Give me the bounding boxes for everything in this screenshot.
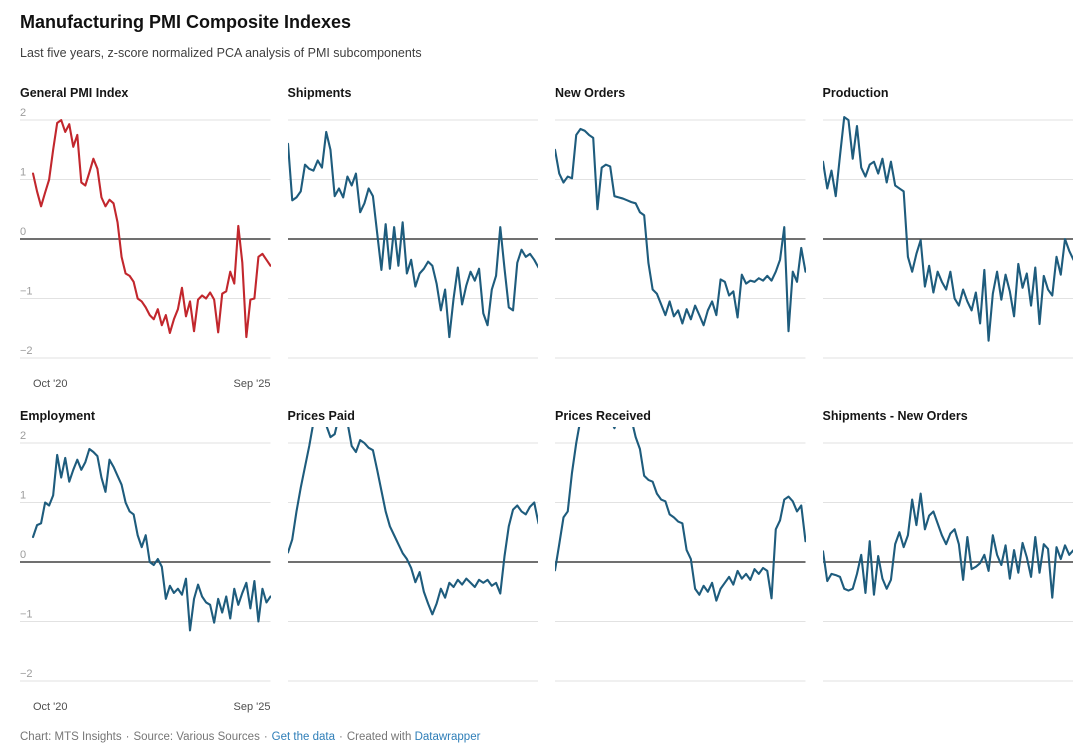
- panel-title-new-orders: New Orders: [555, 85, 626, 100]
- panel-production: Production: [822, 85, 1074, 394]
- footer-created-with: Created with: [346, 730, 412, 743]
- x-axis-new-orders: [555, 374, 806, 394]
- y-axis-tick-label: 1: [20, 166, 26, 178]
- line-chart-prices-paid: [287, 426, 538, 682]
- line-chart-new-orders: [555, 119, 806, 359]
- y-axis-tick-label: −2: [20, 668, 33, 680]
- x-axis-employment: Oct '20 Sep '25: [20, 697, 271, 717]
- series-line-prices-paid: [287, 426, 538, 616]
- footer-separator: ·: [338, 730, 343, 743]
- line-chart-shipments-new-orders: [822, 442, 1073, 682]
- panel-employment: Employment 2 1 0 −1 −2 Oct '20 Sep '25: [20, 409, 271, 717]
- footer-separator: ·: [263, 730, 268, 743]
- series-line-shipments: [287, 130, 538, 339]
- panel-shipments: Shipments: [287, 85, 539, 394]
- footer: Chart: MTS Insights · Source: Various Sour…: [20, 731, 1073, 743]
- x-axis-prices-paid: [288, 697, 539, 717]
- x-axis-production: [823, 374, 1074, 394]
- line-chart-prices-received: [555, 426, 806, 682]
- x-axis-end-label: Sep '25: [233, 377, 271, 390]
- panel-title-prices-paid: Prices Paid: [287, 408, 355, 423]
- series-line-prices-received: [555, 426, 806, 602]
- series-line-production: [822, 115, 1073, 342]
- line-chart-shipments: [287, 119, 538, 359]
- panel-new-orders: New Orders: [555, 86, 806, 394]
- x-axis-end-label: Sep '25: [233, 700, 271, 713]
- y-axis-tick-label: 2: [20, 430, 26, 442]
- panel-prices-received: Prices Received: [555, 409, 806, 717]
- panel-prices-paid: Prices Paid: [287, 408, 539, 717]
- series-line-new-orders: [555, 127, 806, 333]
- line-chart-production: [822, 115, 1073, 359]
- y-axis-tick-label: −2: [20, 345, 33, 357]
- y-axis-tick-label: 2: [20, 107, 26, 119]
- panel-title-general-pmi-index: General PMI Index: [20, 85, 129, 100]
- line-chart-general-pmi-index: 2 1 0 −1 −2: [20, 107, 271, 359]
- get-the-data-link[interactable]: Get the data: [271, 730, 335, 743]
- panel-title-shipments-new-orders: Shipments - New Orders: [822, 408, 968, 423]
- small-multiples-grid: General PMI Index 2 1 0 −1 −2 Oct '20 Sep '25 Sh…: [20, 86, 1073, 717]
- series-line-general-pmi-index: [31, 118, 271, 339]
- panel-title-prices-received: Prices Received: [555, 408, 651, 423]
- y-axis-tick-label: 0: [20, 549, 26, 561]
- series-line-employment: [31, 447, 271, 632]
- panel-general-pmi-index: General PMI Index 2 1 0 −1 −2 Oct '20 Sep '25: [20, 86, 271, 394]
- footer-separator: ·: [125, 730, 130, 743]
- panel-title-shipments: Shipments: [287, 85, 352, 100]
- y-axis-tick-label: −1: [20, 285, 33, 297]
- x-axis-start-label: Oct '20: [33, 377, 68, 390]
- series-line-shipments-new-orders: [822, 492, 1073, 599]
- x-axis-prices-received: [555, 697, 806, 717]
- footer-source: Source: Various Sources: [133, 730, 260, 743]
- x-axis-start-label: Oct '20: [33, 700, 68, 713]
- y-axis-tick-label: 0: [20, 226, 26, 238]
- y-axis-tick-label: 1: [20, 489, 26, 501]
- panel-shipments-new-orders: Shipments - New Orders: [822, 408, 1074, 717]
- page-title: Manufacturing PMI Composite Indexes: [20, 12, 352, 32]
- panel-title-production: Production: [822, 85, 889, 100]
- datawrapper-link[interactable]: Datawrapper: [414, 730, 481, 743]
- footer-chart-credit: Chart: MTS Insights: [20, 730, 122, 743]
- page-subtitle: Last five years, z-score normalized PCA …: [20, 45, 422, 60]
- x-axis-shipments-new-orders: [823, 697, 1074, 717]
- x-axis-general-pmi-index: Oct '20 Sep '25: [20, 374, 271, 394]
- y-axis-tick-label: −1: [20, 608, 33, 620]
- x-axis-shipments: [288, 374, 539, 394]
- panel-title-employment: Employment: [20, 408, 96, 423]
- line-chart-employment: 2 1 0 −1 −2: [20, 430, 271, 682]
